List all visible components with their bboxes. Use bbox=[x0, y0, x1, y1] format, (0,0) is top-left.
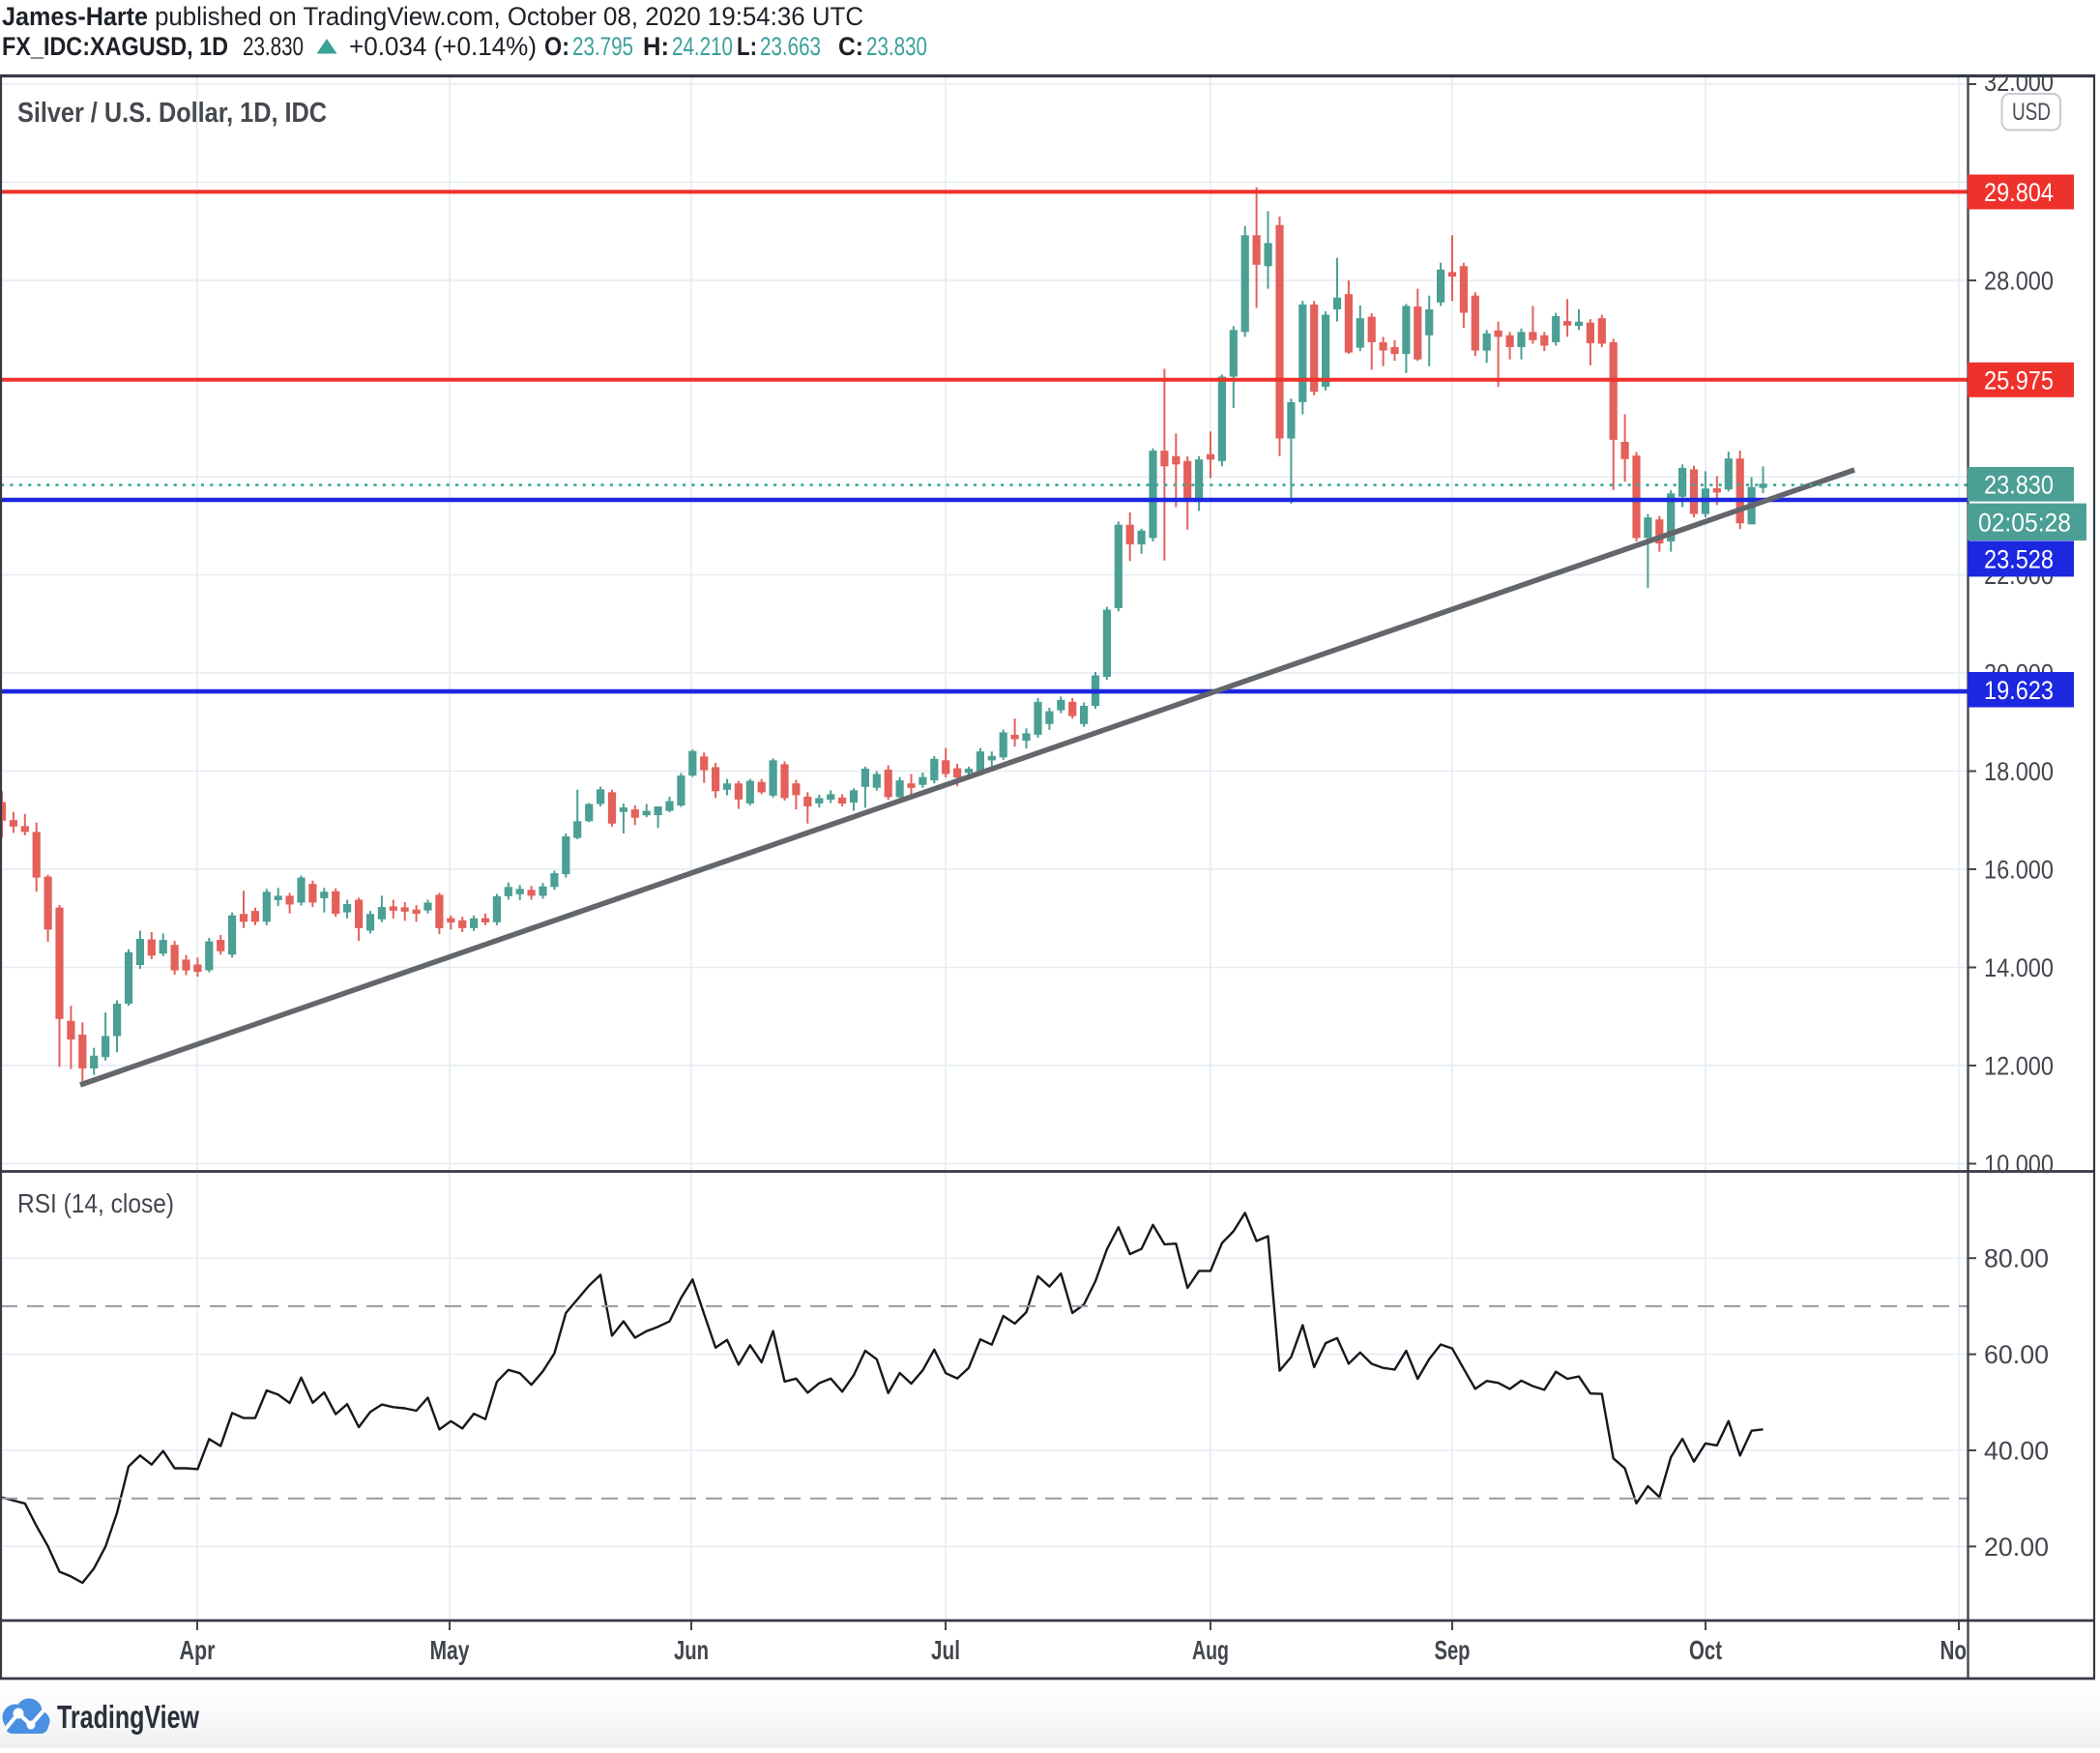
svg-text:Silver / U.S. Dollar, 1D, IDC: Silver / U.S. Dollar, 1D, IDC bbox=[17, 98, 327, 129]
svg-text:Aug: Aug bbox=[1192, 1635, 1229, 1665]
svg-text:published on TradingView.com,: published on TradingView.com, October 08… bbox=[155, 2, 863, 31]
svg-text:Jun: Jun bbox=[674, 1635, 709, 1665]
svg-text:23.528: 23.528 bbox=[1984, 544, 2054, 573]
svg-text:40.00: 40.00 bbox=[1984, 1437, 2049, 1466]
svg-text:14.000: 14.000 bbox=[1984, 953, 2054, 982]
svg-text:12.000: 12.000 bbox=[1984, 1052, 2054, 1081]
svg-text:32.000: 32.000 bbox=[1984, 68, 2054, 97]
svg-text:L:: L: bbox=[737, 32, 757, 61]
svg-text:RSI (14, close): RSI (14, close) bbox=[17, 1188, 174, 1218]
svg-text:02:05:28: 02:05:28 bbox=[1978, 508, 2071, 537]
svg-text:28.000: 28.000 bbox=[1984, 267, 2054, 296]
svg-text:60.00: 60.00 bbox=[1984, 1340, 2049, 1369]
svg-text:10.000: 10.000 bbox=[1984, 1150, 2054, 1179]
svg-text:Sep: Sep bbox=[1435, 1635, 1471, 1665]
svg-text:+0.034 (+0.14%): +0.034 (+0.14%) bbox=[349, 32, 537, 61]
svg-text:USD: USD bbox=[2012, 99, 2051, 126]
svg-text:TradingView: TradingView bbox=[57, 1699, 199, 1735]
svg-text:25.975: 25.975 bbox=[1984, 365, 2054, 394]
svg-text:May: May bbox=[430, 1635, 470, 1665]
svg-text:Apr: Apr bbox=[180, 1635, 216, 1665]
svg-text:20.00: 20.00 bbox=[1984, 1533, 2049, 1562]
svg-text:23.795: 23.795 bbox=[572, 32, 633, 61]
svg-text:80.00: 80.00 bbox=[1984, 1244, 2049, 1273]
svg-text:FX_IDC:XAGUSD, 1D: FX_IDC:XAGUSD, 1D bbox=[2, 32, 228, 61]
svg-text:18.000: 18.000 bbox=[1984, 757, 2054, 786]
svg-text:19.623: 19.623 bbox=[1984, 676, 2054, 705]
svg-text:James-Harte: James-Harte bbox=[2, 2, 148, 31]
svg-text:H:: H: bbox=[643, 32, 669, 61]
svg-text:23.830: 23.830 bbox=[1984, 470, 2054, 499]
svg-text:O:: O: bbox=[544, 32, 569, 61]
svg-text:C:: C: bbox=[838, 32, 863, 61]
svg-text:24.210: 24.210 bbox=[672, 32, 733, 61]
svg-text:29.804: 29.804 bbox=[1984, 178, 2054, 207]
svg-text:Nov: Nov bbox=[1940, 1635, 1978, 1665]
svg-text:Jul: Jul bbox=[931, 1635, 960, 1665]
svg-text:16.000: 16.000 bbox=[1984, 856, 2054, 885]
svg-text:23.830: 23.830 bbox=[866, 32, 927, 61]
svg-text:Oct: Oct bbox=[1689, 1635, 1722, 1665]
svg-text:23.830: 23.830 bbox=[243, 32, 304, 61]
svg-text:23.663: 23.663 bbox=[760, 32, 821, 61]
